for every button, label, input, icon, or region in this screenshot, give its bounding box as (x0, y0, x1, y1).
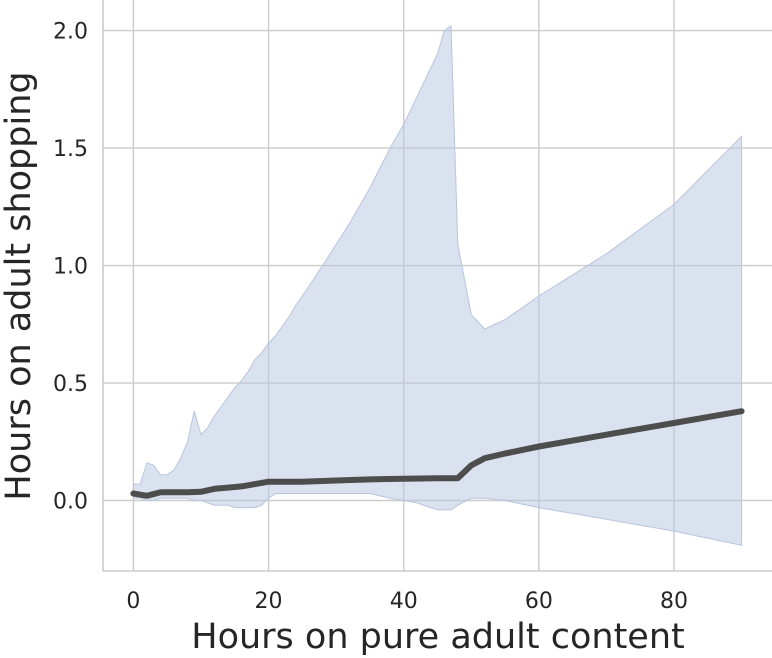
x-tick-label: 20 (255, 589, 283, 614)
confidence-band (132, 24, 743, 546)
y-tick-labels: 0.0 0.5 1.0 1.5 2.0 (53, 20, 88, 515)
x-tick-label: 0 (126, 589, 140, 614)
y-tick-label: 1.5 (53, 137, 88, 162)
y-tick-label: 2.0 (53, 20, 88, 45)
y-tick-label: 0.0 (53, 490, 88, 515)
axes (102, 0, 772, 572)
series-line (130, 408, 745, 499)
x-axis-label: Hours on pure adult content (191, 617, 685, 657)
y-axis-label: Hours on adult shopping (0, 71, 39, 500)
x-tick-label: 60 (525, 589, 553, 614)
y-tick-label: 1.0 (53, 255, 88, 280)
y-tick-label: 0.5 (53, 372, 88, 397)
x-tick-label: 80 (660, 589, 688, 614)
x-tick-label: 40 (390, 589, 418, 614)
x-tick-labels: 0 20 40 60 80 (126, 589, 688, 614)
